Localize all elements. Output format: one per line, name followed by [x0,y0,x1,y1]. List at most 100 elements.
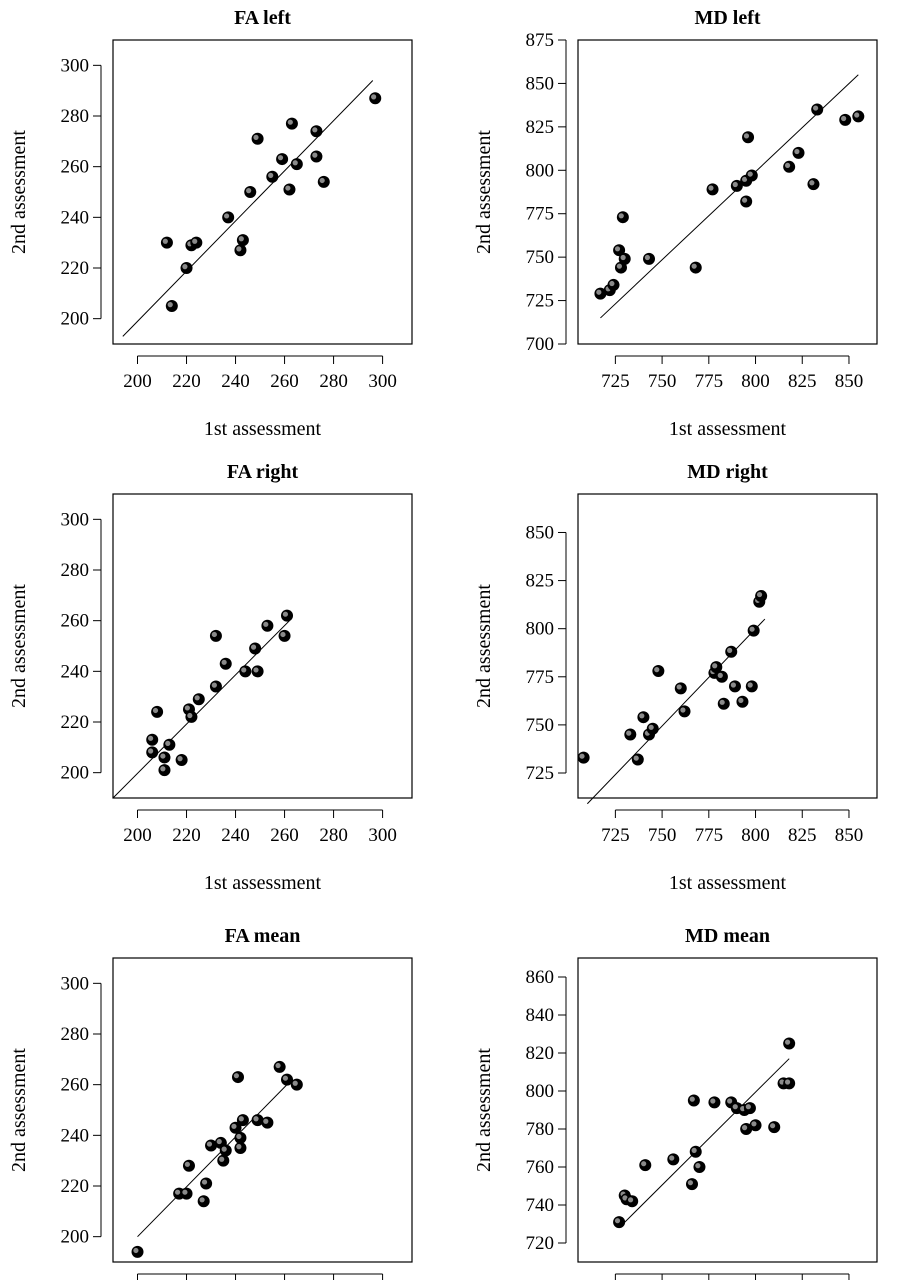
data-point [792,146,805,159]
data-point [674,682,687,695]
y-tick-label: 200 [61,763,90,784]
data-point [783,160,796,173]
data-point [180,262,193,274]
fit-line [112,620,290,799]
y-tick-label: 260 [61,611,90,632]
data-point [222,211,235,224]
data-point [146,746,159,759]
y-axis-label: 2nd assessment [8,584,30,708]
y-tick-label: 280 [61,1024,90,1045]
y-tick-label: 750 [526,247,555,268]
data-point [251,665,264,678]
data-point [283,183,296,196]
y-axis-label: 2nd assessment [473,584,495,708]
y-tick-label: 750 [526,715,555,736]
x-tick-label: 850 [835,371,864,392]
y-tick-label: 775 [526,204,555,225]
data-point [693,1161,706,1173]
x-tick-label: 240 [221,371,250,392]
panel-title: MD right [687,461,768,483]
data-point [624,728,637,741]
y-tick-label: 840 [526,1005,555,1026]
x-tick-label: 200 [123,825,152,846]
data-point [273,1060,286,1073]
data-point [251,132,264,145]
data-point [231,1071,244,1084]
data-point [290,1078,303,1091]
x-axis-label: 1st assessment [204,872,322,894]
x-tick-label: 280 [319,371,348,392]
y-tick-label: 280 [61,106,90,127]
data-point [185,710,198,723]
data-point [285,117,298,130]
scatter-panel-5: MD mean 720 740 760 780 800 820 840 860 2nd asses… [473,925,878,1280]
fit-line [600,74,859,319]
y-tick-label: 725 [526,291,555,312]
y-tick-label: 800 [526,619,555,640]
data-point [239,665,252,678]
scatter-panel-4: FA mean 200 220 240 260 280 300 2nd assessment [8,925,413,1280]
data-point [261,1116,274,1129]
plot-frame [577,493,878,799]
x-tick-label: 260 [270,825,299,846]
data-point [725,645,738,658]
plot-frame [577,957,878,1263]
data-point [747,624,760,637]
data-point [743,1102,756,1115]
y-tick-label: 260 [61,157,90,178]
data-point [163,738,176,751]
data-point [266,170,279,183]
data-point [807,178,820,191]
y-tick-label: 740 [526,1195,555,1216]
plot-frame [112,39,413,345]
data-point [249,642,262,655]
data-point [783,1037,796,1050]
data-point [689,1145,702,1158]
data-point [687,1094,700,1107]
y-tick-label: 725 [526,763,555,784]
y-axis-label: 2nd assessment [473,1048,495,1172]
x-axis-label: 1st assessment [669,418,787,440]
y-tick-label: 775 [526,667,555,688]
x-tick-label: 200 [123,371,152,392]
data-point [616,211,629,224]
data-point [209,629,222,642]
plot-frame [112,957,413,1263]
y-tick-label: 300 [61,55,90,76]
data-point [276,153,289,166]
data-point [618,252,631,265]
data-point [200,1177,213,1190]
data-point [736,695,749,708]
data-point [217,1154,230,1167]
scatter-panel-0: FA left 200 220 240 260 280 300 200 220 240 260 280… [8,7,413,440]
data-point [631,753,644,766]
x-tick-label: 775 [695,371,724,392]
x-tick-label: 775 [695,825,724,846]
data-point [607,278,620,291]
data-point [236,1114,249,1127]
data-point [190,236,203,249]
y-tick-label: 800 [526,160,555,181]
data-point [852,110,865,123]
data-point [613,244,626,257]
plot-frame [577,39,878,345]
data-point [219,657,232,670]
data-point [717,697,730,710]
data-point [740,1123,753,1135]
data-point [369,92,382,105]
y-tick-label: 240 [61,1125,90,1146]
y-tick-label: 300 [61,509,90,530]
y-tick-label: 240 [61,207,90,228]
data-point [197,1195,210,1208]
y-tick-label: 700 [526,334,555,355]
y-tick-label: 240 [61,661,90,682]
y-axis-label: 2nd assessment [8,1048,30,1172]
data-point [646,722,659,735]
y-tick-label: 850 [526,73,555,94]
data-point [768,1121,781,1134]
fit-line [122,80,374,337]
data-point [685,1178,698,1191]
x-tick-label: 750 [648,825,677,846]
y-axis-label: 2nd assessment [473,130,495,254]
